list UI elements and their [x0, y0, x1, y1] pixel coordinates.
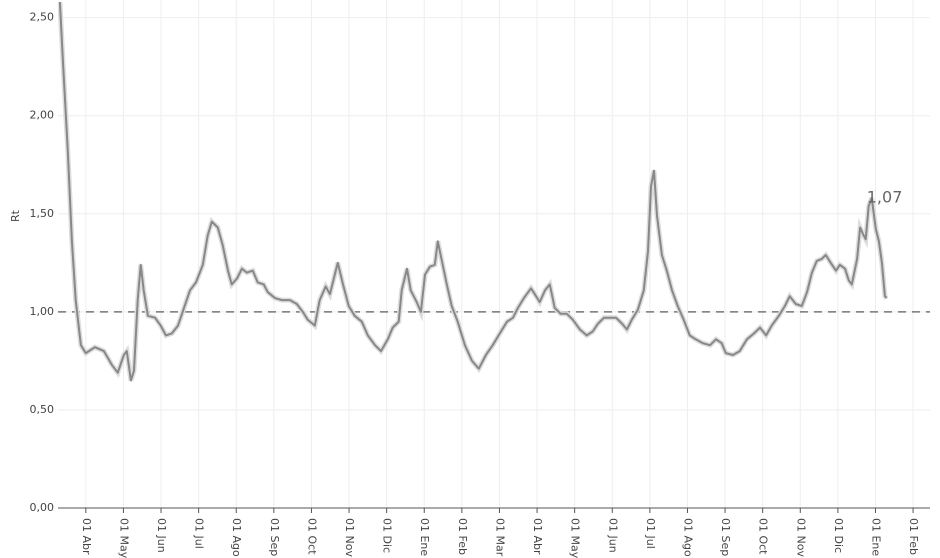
x-tick-label: 01 Abr	[80, 518, 93, 555]
x-tick-label: 01 Dic	[832, 518, 845, 553]
x-tick-label: 01 Oct	[305, 518, 318, 555]
y-tick-label: 1,50	[30, 207, 55, 220]
x-tick-label: 01 Ene	[418, 518, 431, 556]
x-tick-label: 01 Nov	[794, 518, 807, 557]
y-tick-label: 0,50	[30, 403, 55, 416]
x-tick-label: 01 Jul	[644, 518, 657, 549]
x-tick-label: 01 Feb	[907, 518, 920, 555]
y-tick-label: 0,00	[30, 501, 55, 514]
x-tick-label: 01 Mar	[493, 518, 506, 557]
line	[58, 1, 888, 382]
y-tick-label: 2,50	[30, 11, 55, 24]
x-tick-label: 01 May	[569, 518, 582, 558]
x-tick-label: 01 Jul	[193, 518, 206, 549]
y-tick-label: 1,00	[30, 305, 55, 318]
x-tick-label: 01 Oct	[757, 518, 770, 555]
x-tick-label: 01 Ago	[681, 518, 694, 557]
x-tick-label: 01 Dic	[381, 518, 394, 553]
x-tick-label: 01 May	[117, 518, 130, 558]
x-tick-label: 01 Jun	[606, 518, 619, 553]
annotation: 1,07	[867, 188, 903, 207]
y-axis-title: Rt	[9, 209, 22, 222]
x-tick-label: 01 Sep	[719, 518, 732, 556]
x-tick-label: 01 Jun	[155, 518, 168, 553]
x-tick-label: 01 Abr	[531, 518, 544, 555]
y-tick-label: 2,00	[30, 109, 55, 122]
x-tick-label: 01 Feb	[456, 518, 469, 555]
x-tick-label: 01 Ago	[230, 518, 243, 557]
x-tick-label: 01 Ene	[869, 518, 882, 556]
x-tick-label: 01 Sep	[268, 518, 281, 556]
x-tick-label: 01 Nov	[343, 518, 356, 557]
